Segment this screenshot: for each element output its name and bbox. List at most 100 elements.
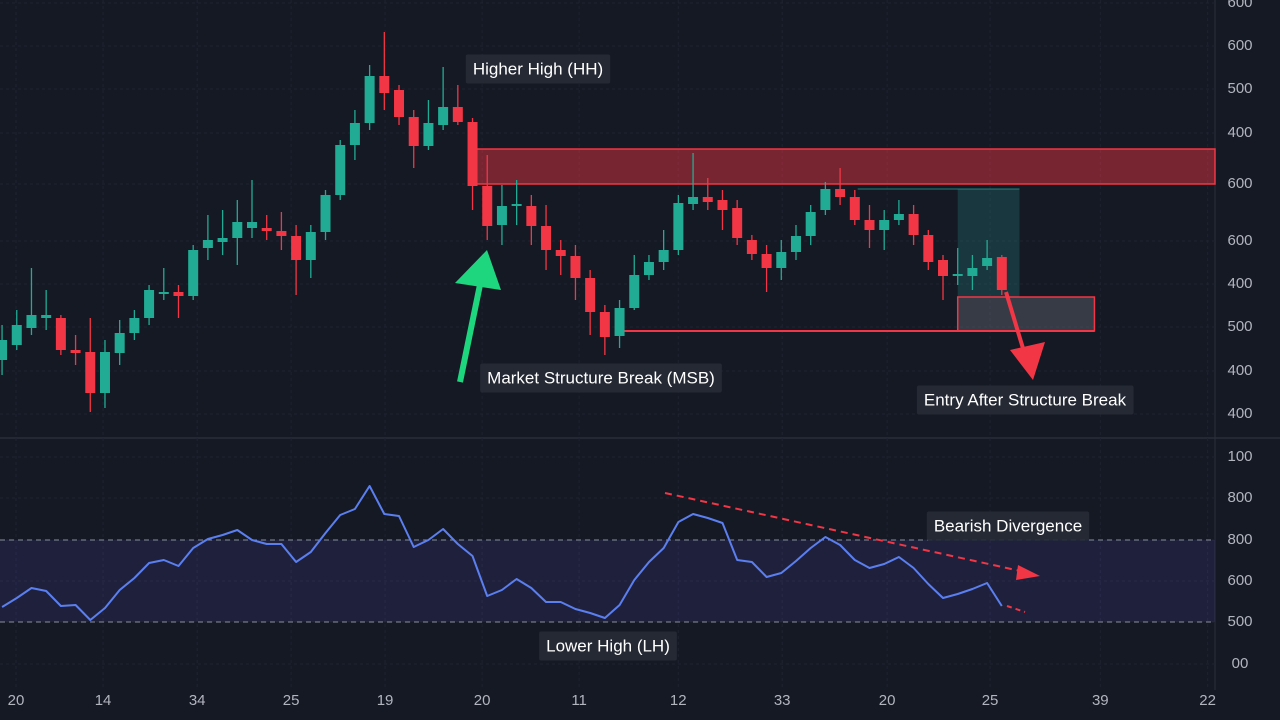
- candle-body: [908, 214, 919, 235]
- annotation-box: [539, 631, 677, 661]
- candle-body: [614, 308, 625, 336]
- rsi-band: [0, 540, 1215, 622]
- x-tick-label: 20: [8, 692, 25, 709]
- candle-body: [629, 275, 640, 308]
- candle-body: [702, 197, 713, 202]
- candle-body: [55, 318, 66, 350]
- annotation: Market Structure Break (MSB): [487, 368, 715, 387]
- annotation: Lower High (LH): [546, 636, 670, 655]
- candle-body: [511, 204, 522, 206]
- candle-body: [776, 252, 787, 268]
- y-tick-label: 800: [1227, 489, 1252, 506]
- candle-body: [144, 290, 155, 318]
- candle-body: [643, 262, 654, 275]
- candle-body: [790, 236, 801, 252]
- candle-body: [99, 352, 110, 393]
- annotation: Bearish Divergence: [934, 516, 1082, 535]
- divergence-arrow: [664, 492, 1026, 573]
- candle-body: [982, 258, 993, 266]
- x-tick-label: 20: [879, 692, 896, 709]
- candle-body: [938, 260, 949, 276]
- x-tick-label: 25: [982, 692, 999, 709]
- x-tick-label: 12: [670, 692, 687, 709]
- resistance-zone: [468, 148, 1216, 185]
- entry-zone: [957, 189, 1020, 297]
- y-tick-label: 600: [1227, 37, 1252, 54]
- candle-body: [923, 235, 934, 262]
- candle-body: [467, 122, 478, 186]
- candle-body: [349, 123, 360, 145]
- candle-body: [394, 90, 405, 117]
- candle-body: [129, 318, 140, 333]
- y-tick-label: 600: [1227, 232, 1252, 249]
- y-tick-label: 500: [1227, 80, 1252, 97]
- candle-body: [761, 254, 772, 268]
- candle-body: [541, 226, 552, 250]
- candle-body: [423, 123, 434, 146]
- y-tick-label: 400: [1227, 275, 1252, 292]
- candle-body: [85, 352, 96, 393]
- entry-arrow-head: [1010, 342, 1045, 380]
- candle-body: [952, 274, 963, 276]
- x-tick-label: 14: [95, 692, 112, 709]
- candle-body: [864, 220, 875, 230]
- candle-body: [688, 197, 699, 204]
- candle-body: [555, 250, 566, 256]
- y-tick-label: 500: [1227, 613, 1252, 630]
- candle-body: [246, 222, 257, 228]
- candle-body: [820, 189, 831, 210]
- y-tick-label: 100: [1227, 448, 1252, 465]
- candle-body: [746, 240, 757, 254]
- candle-body: [996, 257, 1007, 290]
- candle-body: [732, 208, 743, 238]
- target-zone: [956, 296, 1096, 332]
- y-tick-label: 400: [1227, 124, 1252, 141]
- x-tick-label: 25: [283, 692, 300, 709]
- candle-body: [217, 238, 228, 242]
- candle-body: [26, 315, 37, 328]
- y-tick-label: 800: [1227, 531, 1252, 548]
- msb-arrow-head: [455, 250, 501, 290]
- msb-arrow: [457, 274, 485, 383]
- candle-body: [232, 222, 243, 238]
- candle-body: [70, 350, 81, 353]
- candle-body: [114, 333, 125, 353]
- y-tick-label: 400: [1227, 405, 1252, 422]
- candle-body: [173, 292, 184, 296]
- candle-body: [11, 325, 22, 345]
- candle-body: [320, 195, 331, 232]
- candle-body: [202, 240, 213, 248]
- x-tick-label: 20: [474, 692, 491, 709]
- candle-body: [276, 231, 287, 236]
- annotation: Entry After Structure Break: [924, 390, 1127, 409]
- annotation: Higher High (HH): [473, 59, 603, 78]
- candle-body: [673, 203, 684, 250]
- y-tick-label: 600: [1227, 572, 1252, 589]
- x-tick-label: 33: [774, 692, 791, 709]
- candle-body: [849, 197, 860, 220]
- candle-body: [879, 220, 890, 230]
- y-tick-label: 00: [1232, 655, 1249, 672]
- candle-body: [717, 200, 728, 210]
- entry-arrow: [1004, 291, 1027, 356]
- x-tick-label: 34: [189, 692, 206, 709]
- candle-body: [158, 292, 169, 294]
- candle-body: [893, 214, 904, 220]
- candle-body: [335, 145, 346, 195]
- x-tick-label: 22: [1199, 692, 1216, 709]
- y-tick-label: 600: [1227, 0, 1252, 11]
- candle-body: [835, 189, 846, 197]
- candle-body: [261, 228, 272, 231]
- candle-body: [658, 250, 669, 262]
- x-tick-label: 19: [377, 692, 394, 709]
- candle-body: [599, 312, 610, 337]
- candle-body: [41, 315, 52, 318]
- candle-body: [570, 256, 581, 278]
- rsi-line: [1, 485, 1003, 621]
- candle-body: [408, 117, 419, 146]
- x-tick-label: 39: [1092, 692, 1109, 709]
- candle-body: [379, 76, 390, 93]
- annotation-box: [926, 511, 1090, 541]
